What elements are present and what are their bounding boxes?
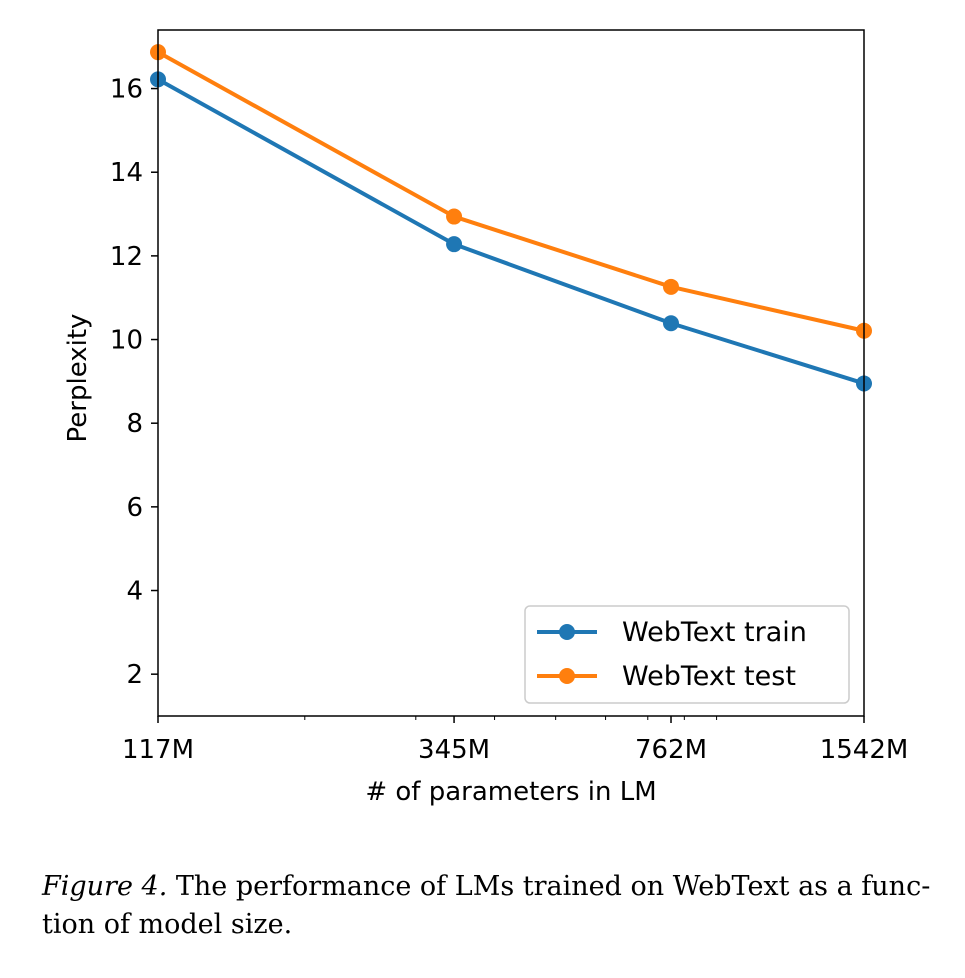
legend-frame: [524, 605, 850, 704]
plot-frame: [157, 29, 865, 717]
legend-label-train: WebText train: [622, 617, 807, 648]
data-point-test: [446, 208, 463, 225]
x-tick-label: 345M: [418, 735, 490, 765]
data-point-test: [663, 278, 680, 295]
figure-caption: Figure 4. The performance of LMs trained…: [42, 868, 947, 944]
y-tick-label: 16: [110, 75, 143, 105]
y-tick-label: 6: [126, 493, 143, 523]
legend-marker-test: [559, 668, 575, 684]
y-tick-label: 4: [126, 577, 143, 607]
data-point-train: [663, 315, 680, 332]
series-line-train: [157, 77, 865, 386]
x-tick-label: 762M: [635, 735, 707, 765]
data-point-train: [446, 236, 463, 253]
y-axis-label: Perplexity: [63, 314, 93, 443]
x-tick-label: 117M: [122, 735, 194, 765]
series-line-test: [157, 50, 865, 333]
legend-label-test: WebText test: [622, 661, 796, 692]
x-axis-label: # of parameters in LM: [365, 777, 656, 807]
x-tick-label: 1542M: [820, 735, 909, 765]
legend: WebText train WebText test: [524, 605, 850, 704]
legend-marker-train: [559, 624, 575, 640]
caption-text-line2: tion of model size.: [42, 909, 293, 940]
caption-text: The performance of LMs trained on WebTex…: [175, 871, 931, 902]
y-tick-label: 14: [110, 158, 143, 188]
y-tick-label: 8: [126, 409, 143, 439]
y-tick-label: 10: [110, 326, 143, 356]
figure-label: Figure 4.: [42, 871, 168, 902]
y-tick-label: 2: [126, 660, 143, 690]
y-tick-label: 12: [110, 242, 143, 272]
chart: 2 4 6 8 10 12 14 16 117M 345M 762M 1542M # of param…: [63, 29, 909, 807]
